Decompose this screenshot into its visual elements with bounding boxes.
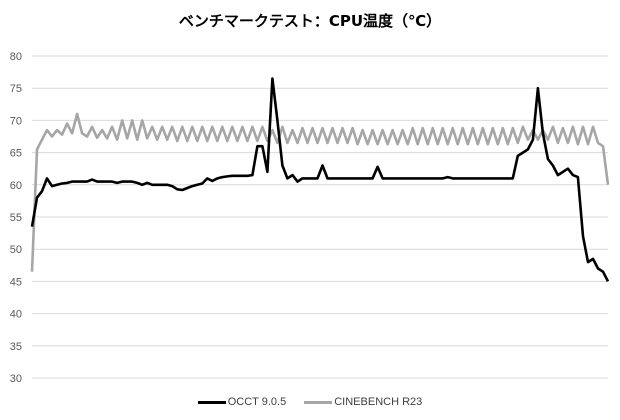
chart-title: ベンチマークテスト：CPU温度（℃）	[178, 12, 442, 30]
legend-label-cinebench: CINEBENCH R23	[334, 396, 423, 408]
y-tick-label: 50	[10, 244, 22, 256]
y-tick-label: 70	[10, 115, 22, 127]
y-tick-label: 65	[10, 148, 22, 160]
legend-swatch-occt	[197, 400, 226, 404]
y-tick-label: 40	[10, 309, 22, 321]
legend-item-occt: OCCT 9.0.5	[197, 396, 287, 408]
series-line-occt	[30, 77, 610, 282]
y-tick-label: 45	[10, 276, 22, 288]
legend-swatch-cinebench	[304, 400, 333, 404]
legend-label-occt: OCCT 9.0.5	[227, 396, 287, 408]
legend-item-cinebench: CINEBENCH R23	[304, 396, 422, 408]
y-tick-label: 80	[10, 51, 22, 63]
y-tick-label: 30	[10, 373, 22, 385]
y-tick-label: 60	[10, 180, 22, 192]
y-tick-label: 75	[10, 83, 22, 95]
series-line-cinebench	[30, 112, 610, 272]
y-tick-label: 35	[10, 341, 22, 353]
y-tick-label: 55	[10, 212, 22, 224]
legend: OCCT 9.0.5 CINEBENCH R23	[0, 396, 620, 408]
